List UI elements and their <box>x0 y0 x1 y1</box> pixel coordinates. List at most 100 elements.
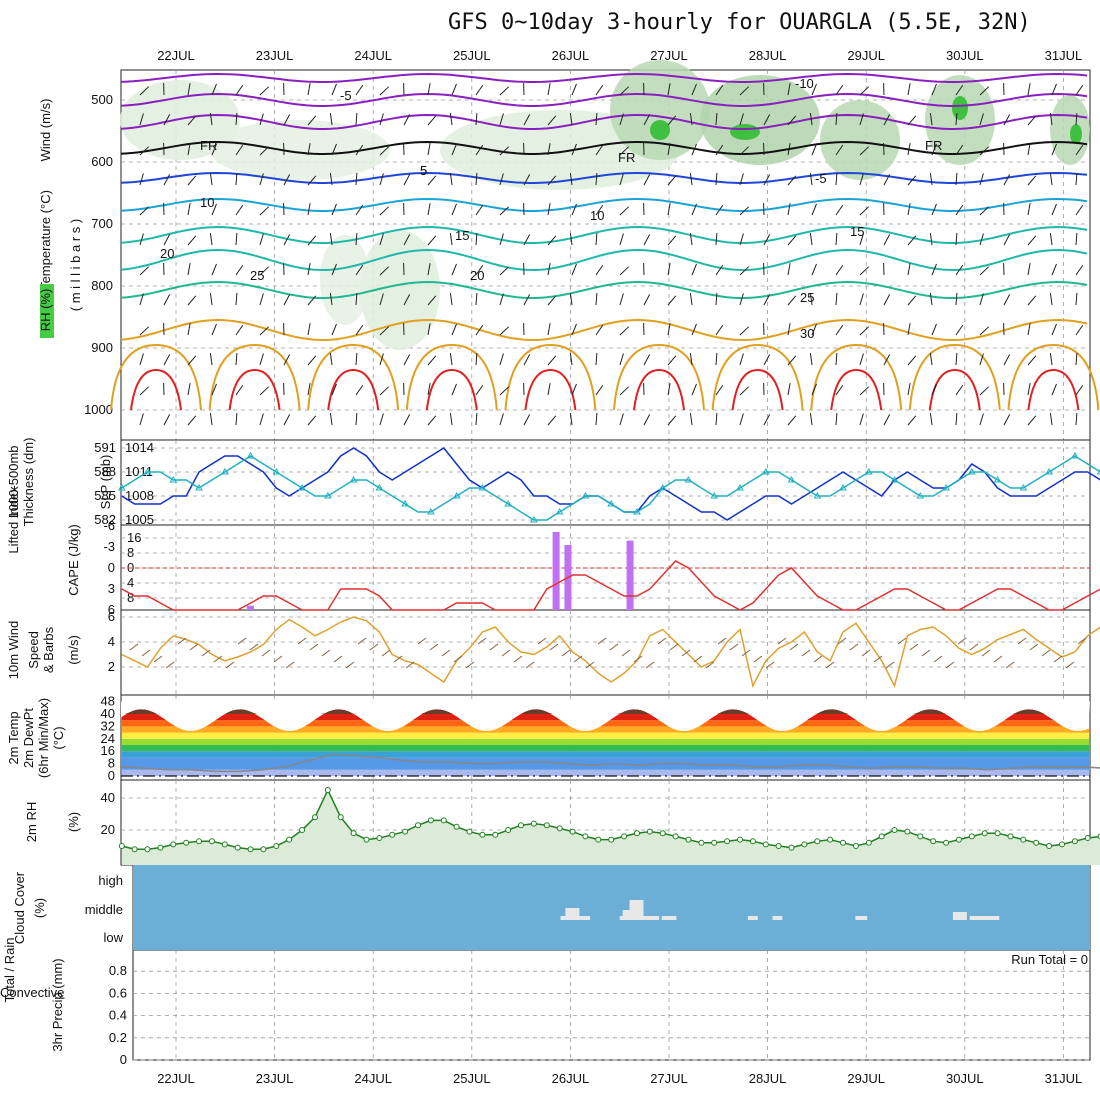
wind-barb <box>763 114 771 126</box>
wind-barb <box>929 173 933 186</box>
wind-barb <box>163 234 171 246</box>
rh-marker <box>582 833 589 840</box>
rh-marker <box>775 843 782 849</box>
cloud-background <box>133 865 1090 950</box>
wind-barb <box>187 263 191 276</box>
wind-barb <box>331 203 337 216</box>
rh-marker <box>814 838 821 845</box>
wind-barb <box>929 413 933 426</box>
wind-barb <box>835 112 838 126</box>
wind-barb <box>811 83 817 96</box>
wind-barb <box>475 384 484 396</box>
wind-barb <box>809 113 813 126</box>
wind-barb <box>979 173 984 186</box>
wind-ylabel-3: (m/s) <box>66 635 81 665</box>
surface-wind-barb <box>801 649 811 657</box>
wind-barb <box>691 383 697 396</box>
rh-shade <box>610 60 710 160</box>
date-label-top: 27JUL <box>650 48 688 63</box>
thickness-line-marker <box>220 468 229 475</box>
thickness-line-marker <box>967 468 976 475</box>
rh-marker <box>1059 841 1065 848</box>
wind-barb <box>907 355 917 366</box>
cloud-patch <box>622 910 633 918</box>
profile-ylabel-wind: Wind (m/s) <box>38 99 53 162</box>
wind-barb <box>187 295 197 306</box>
contour-label: FR <box>618 150 635 165</box>
thickness-line-marker <box>298 484 306 491</box>
wind-barb <box>569 413 573 426</box>
rh-marker <box>878 833 885 840</box>
wind-barb <box>403 174 411 186</box>
surface-wind-barb <box>285 661 295 669</box>
profile-tick: 800 <box>91 278 113 293</box>
precip-ylabel-1: Total / Rain <box>2 937 17 1002</box>
temp-tick: 8 <box>108 756 115 771</box>
surface-wind-barb <box>957 637 967 645</box>
wind-barb <box>451 263 457 276</box>
thickness-line-marker <box>890 476 899 483</box>
rh-shade <box>210 120 390 180</box>
wind-barb <box>595 412 598 426</box>
wind-barb <box>667 323 671 336</box>
wind-barb <box>955 412 958 426</box>
profile-tick: 600 <box>91 154 113 169</box>
wind-barb <box>619 326 630 336</box>
rh-marker <box>427 817 434 824</box>
wind-barb <box>379 86 390 96</box>
profile-ylabel-temp-line: Temperature (°C) <box>38 190 53 290</box>
wind-barb <box>259 113 264 126</box>
date-label-bottom: 28JUL <box>749 1071 787 1086</box>
rh-marker <box>518 822 524 829</box>
wind-barb <box>979 413 984 426</box>
wind-barb <box>1027 355 1037 366</box>
wind-barb <box>809 173 813 186</box>
wind-barb <box>595 144 604 156</box>
wind-speed-line <box>121 616 1100 688</box>
precip-tick: 0.6 <box>109 985 127 1000</box>
thickness-line-marker <box>117 484 126 491</box>
wind-barb <box>379 206 390 216</box>
wind-barb <box>547 383 551 396</box>
isotherm-loop <box>504 343 597 411</box>
wind-barb <box>139 353 144 366</box>
wind-barb <box>1075 352 1078 366</box>
wind-barb <box>307 415 317 426</box>
thickness-line-marker <box>658 484 667 491</box>
wind-barb <box>355 112 358 126</box>
surface-wind-barb <box>921 649 931 657</box>
slp-ylabel-slp: SLP (mb) <box>98 455 113 510</box>
surface-wind-barb <box>945 661 955 669</box>
wind-barb <box>739 86 750 96</box>
wind-barb <box>931 323 937 336</box>
wind-ylabel-2-line: Speed <box>26 631 41 669</box>
date-label-bottom: 31JUL <box>1045 1071 1083 1086</box>
wind-barb <box>475 324 484 336</box>
wind-barb <box>355 264 364 276</box>
wind-barb <box>689 233 693 246</box>
rh-marker <box>415 822 421 829</box>
wind-barb <box>859 293 864 306</box>
isotherm <box>120 280 1088 299</box>
wind-barb <box>787 203 791 216</box>
wind-barb <box>643 354 651 366</box>
profile-ylabel-mb: ( m i l l i b a r s ) <box>68 219 83 311</box>
cape-bar <box>626 540 634 610</box>
isotherm <box>120 92 1088 107</box>
wind-barb <box>1049 293 1053 306</box>
wind-barb <box>667 175 677 186</box>
thickness-line <box>121 455 1100 521</box>
rh-marker <box>131 846 138 853</box>
wind-barb <box>667 115 677 126</box>
surface-wind-barb <box>741 649 751 657</box>
wind-barb <box>643 114 651 126</box>
wind-barb <box>307 203 311 216</box>
wind-barb <box>809 353 813 366</box>
rh-shade-high <box>1070 124 1082 144</box>
wind-barb <box>283 114 291 126</box>
surface-wind-barb <box>993 655 1003 663</box>
rh-shade <box>700 75 820 165</box>
wind-barb <box>787 355 797 366</box>
wind-barb <box>715 172 718 186</box>
surface-wind-barb <box>345 661 355 669</box>
